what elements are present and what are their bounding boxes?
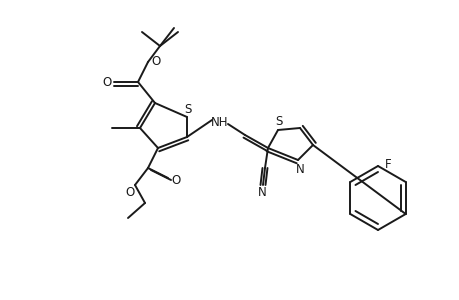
Text: O: O [102,76,112,88]
Text: N: N [295,163,304,176]
Text: O: O [151,55,160,68]
Text: NH: NH [211,116,228,128]
Text: O: O [171,173,180,187]
Text: S: S [275,115,282,128]
Text: S: S [184,103,191,116]
Text: N: N [257,187,266,200]
Text: O: O [125,187,134,200]
Text: F: F [384,158,391,170]
